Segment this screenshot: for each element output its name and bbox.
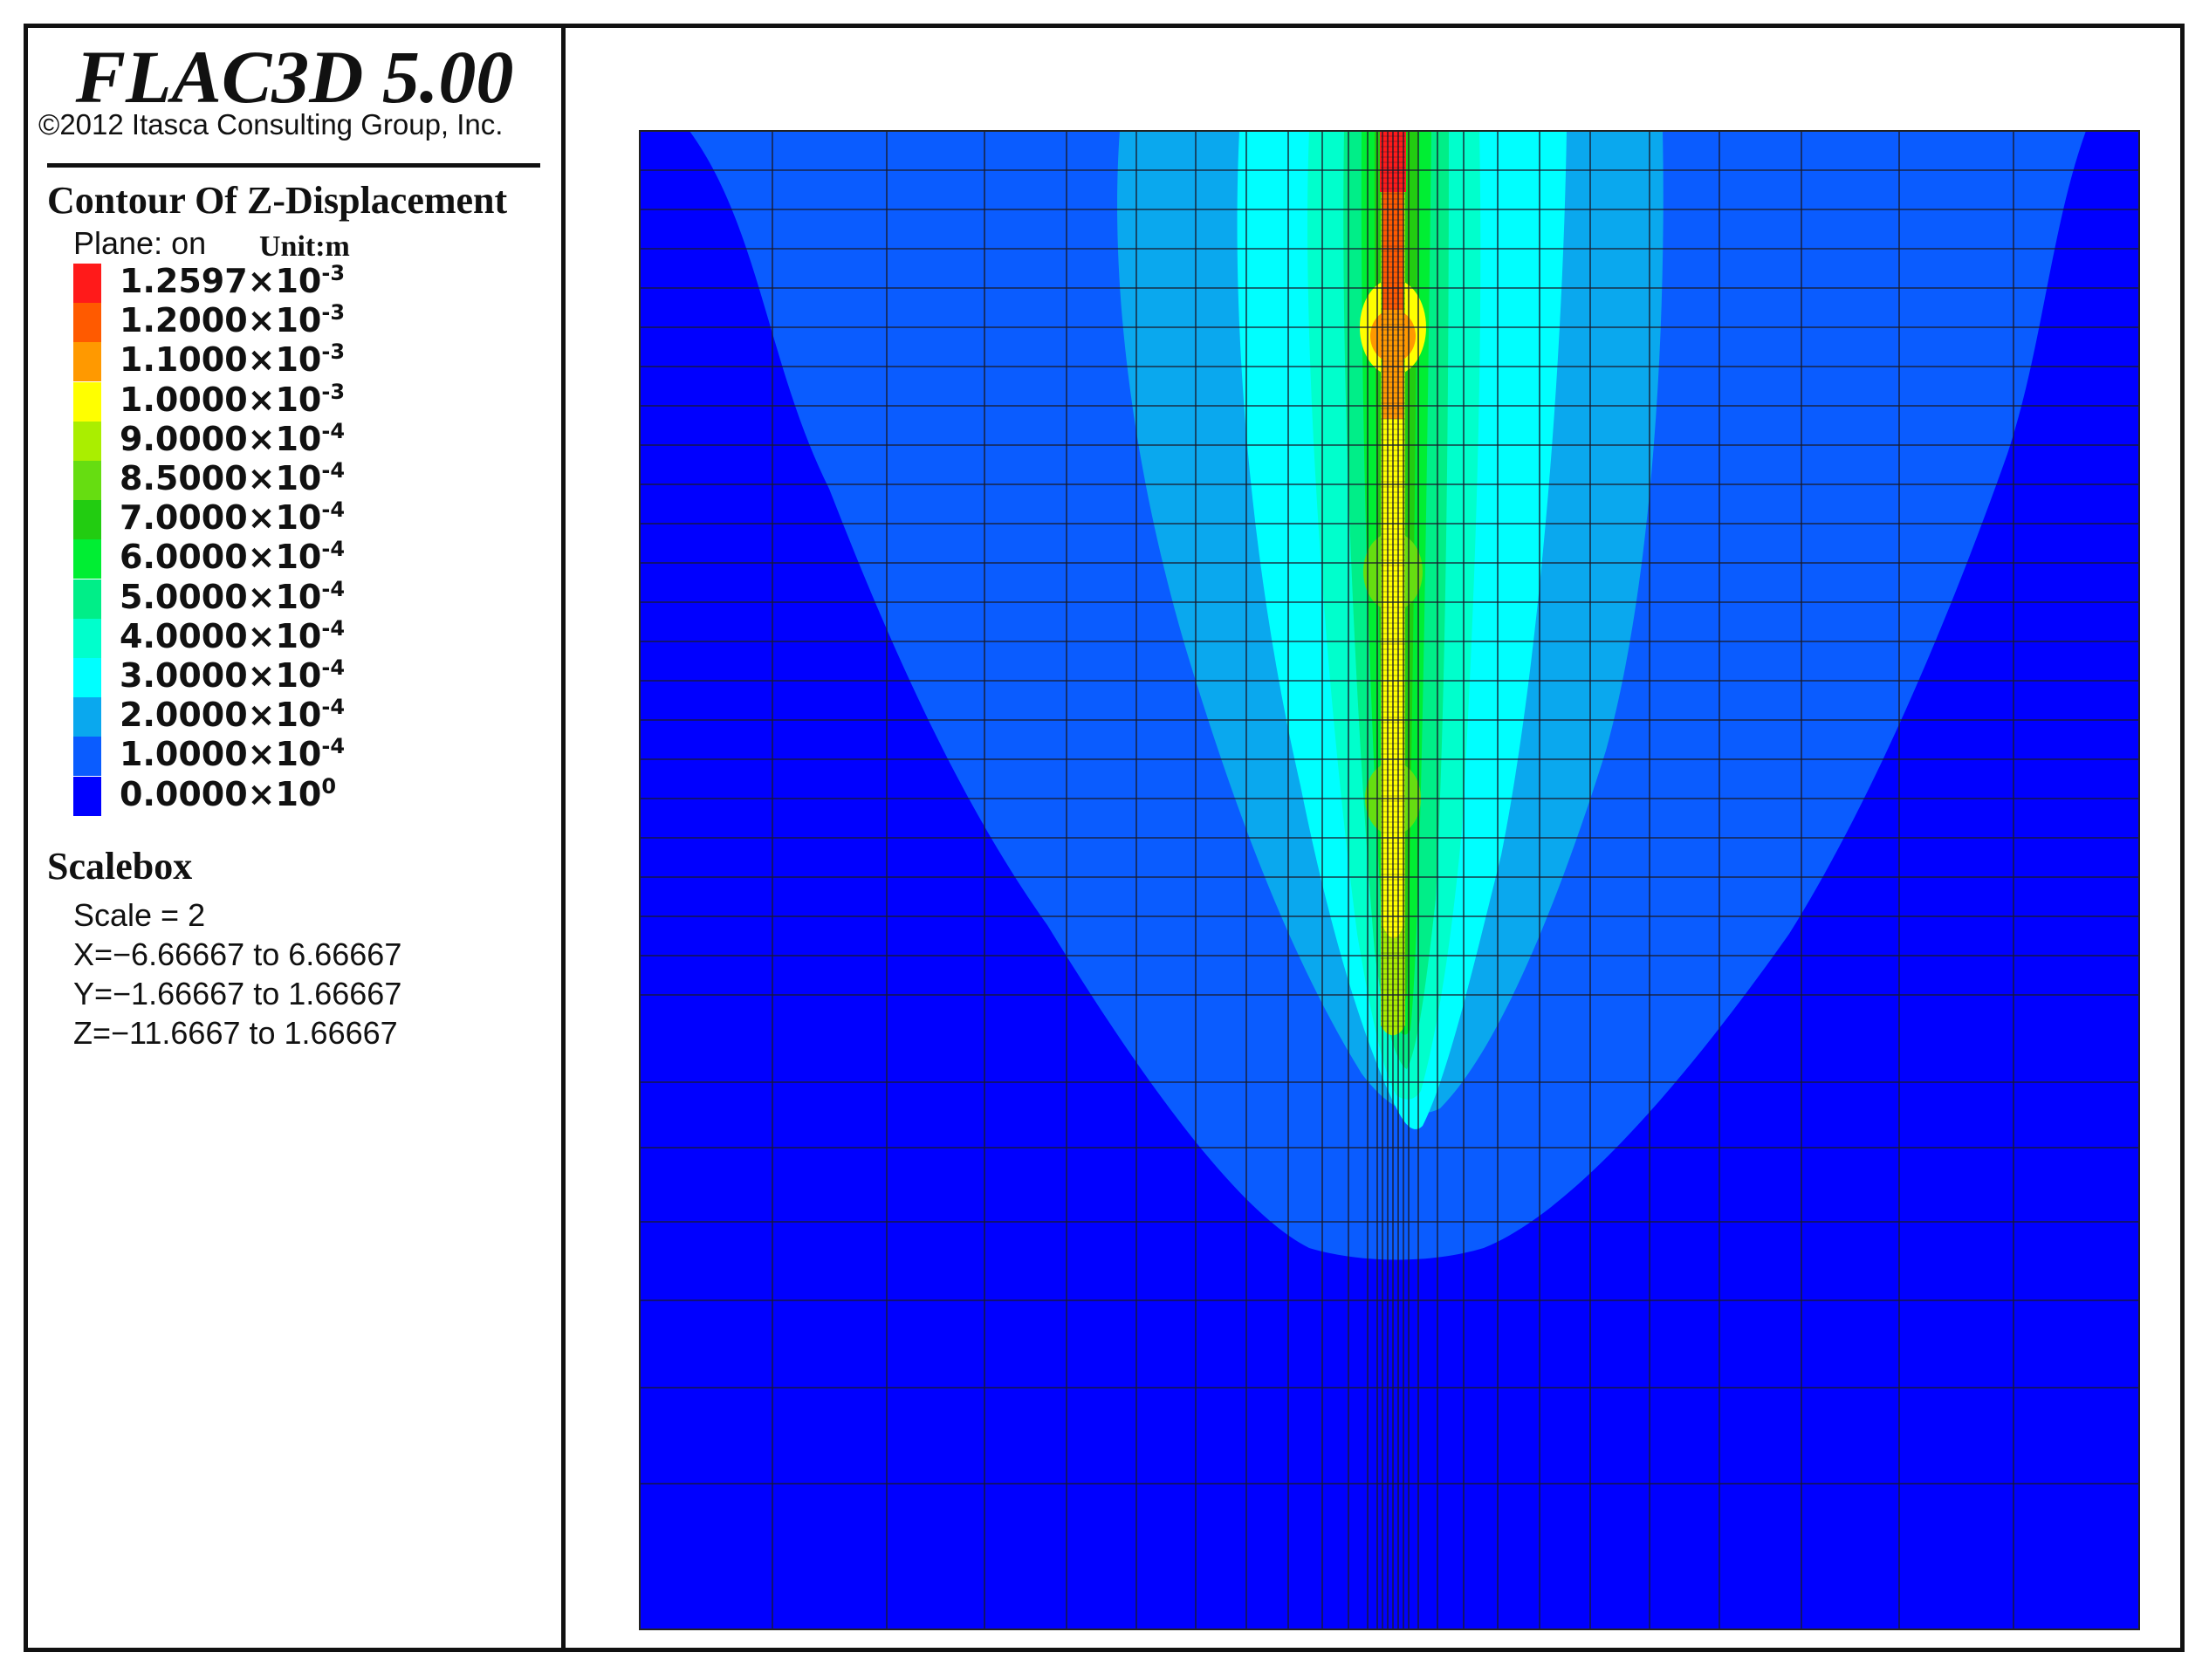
legend-level-exponent: -4 <box>321 734 346 759</box>
legend-swatch <box>73 264 101 303</box>
plane-status: Plane: on <box>73 225 207 261</box>
legend-level-label: 0.0000×100 <box>120 775 336 814</box>
scalebox-y-range: Y=−1.66667 to 1.66667 <box>73 976 402 1011</box>
legend-level-exponent: -4 <box>321 655 346 680</box>
legend-level-mantissa: 1.2000×10 <box>120 301 322 340</box>
legend-swatch <box>73 421 101 461</box>
legend-level-mantissa: 1.0000×10 <box>120 380 322 419</box>
copyright-text: ©2012 Itasca Consulting Group, Inc. <box>38 108 504 141</box>
legend-swatch <box>73 303 101 343</box>
contour-title: Contour Of Z-Displacement <box>47 179 508 222</box>
legend-level-mantissa: 2.0000×10 <box>120 696 322 735</box>
legend-level-label: 1.2000×10-3 <box>120 301 345 340</box>
legend-level-mantissa: 9.0000×10 <box>120 419 322 458</box>
legend-swatch <box>73 618 101 658</box>
legend-level-label: 1.0000×10-4 <box>120 735 345 774</box>
legend-swatch <box>73 381 101 422</box>
scalebox-z-range: Z=−11.6667 to 1.66667 <box>73 1015 398 1051</box>
legend-level-label: 1.0000×10-3 <box>120 381 345 420</box>
model-boundary <box>639 130 2140 1630</box>
unit-label: Unit:m <box>259 230 350 263</box>
legend-level-mantissa: 1.2597×10 <box>120 262 322 300</box>
figure-frame <box>24 24 2185 1652</box>
contour-bands <box>640 131 2139 1629</box>
legend-swatch <box>73 697 101 737</box>
legend-level-mantissa: 0.0000×10 <box>120 774 322 813</box>
legend-level-label: 1.2597×10-3 <box>120 262 345 301</box>
legend-level-exponent: -3 <box>321 261 346 285</box>
legend-swatch <box>73 461 101 500</box>
legend-level-label: 8.5000×10-4 <box>120 459 345 498</box>
legend-level-exponent: -4 <box>321 458 346 483</box>
legend-level-mantissa: 1.1000×10 <box>120 340 322 380</box>
legend-level-mantissa: 5.0000×10 <box>120 577 322 616</box>
legend-level-label: 1.1000×10-3 <box>120 340 345 380</box>
legend-level-label: 6.0000×10-4 <box>120 538 345 577</box>
legend-level-exponent: -4 <box>321 576 346 601</box>
legend-swatch <box>73 539 101 579</box>
legend-level-exponent: -4 <box>321 615 346 641</box>
legend-level-mantissa: 8.5000×10 <box>120 459 322 497</box>
legend-level-exponent: -4 <box>321 418 346 443</box>
legend-level-mantissa: 4.0000×10 <box>120 616 322 655</box>
legend-level-label: 7.0000×10-4 <box>120 498 345 538</box>
scalebox-scale: Scale = 2 <box>73 897 206 933</box>
legend-swatch <box>73 658 101 697</box>
legend-swatch <box>73 500 101 540</box>
legend-rule <box>47 163 540 168</box>
legend-level-mantissa: 6.0000×10 <box>120 538 322 577</box>
app-title: FLAC3D 5.00 <box>75 35 514 119</box>
legend-level-label: 2.0000×10-4 <box>120 696 345 735</box>
legend-level-mantissa: 7.0000×10 <box>120 498 322 538</box>
mesh-grid <box>640 131 2139 1629</box>
legend-level-mantissa: 3.0000×10 <box>120 656 322 695</box>
legend-level-exponent: -3 <box>321 379 346 404</box>
legend-level-mantissa: 1.0000×10 <box>120 735 322 774</box>
legend-level-exponent: 0 <box>321 773 337 799</box>
legend-level-exponent: -4 <box>321 695 346 720</box>
legend-panel: FLAC3D 5.00 ©2012 Itasca Consulting Grou… <box>28 28 561 1648</box>
legend-level-label: 3.0000×10-4 <box>120 656 345 696</box>
legend-divider <box>561 24 566 1652</box>
legend-level-label: 4.0000×10-4 <box>120 617 345 656</box>
legend-level-exponent: -4 <box>321 497 346 523</box>
legend-swatch <box>73 776 101 816</box>
legend-level-exponent: -3 <box>321 300 346 326</box>
legend-swatch <box>73 342 101 382</box>
legend-level-exponent: -3 <box>321 339 346 365</box>
legend-level-exponent: -4 <box>321 537 346 562</box>
legend-level-label: 5.0000×10-4 <box>120 578 345 617</box>
legend-swatch <box>73 579 101 619</box>
legend-swatch <box>73 737 101 777</box>
scalebox-x-range: X=−6.66667 to 6.66667 <box>73 936 402 972</box>
legend-level-label: 9.0000×10-4 <box>120 420 345 459</box>
scalebox-title: Scalebox <box>47 845 193 888</box>
